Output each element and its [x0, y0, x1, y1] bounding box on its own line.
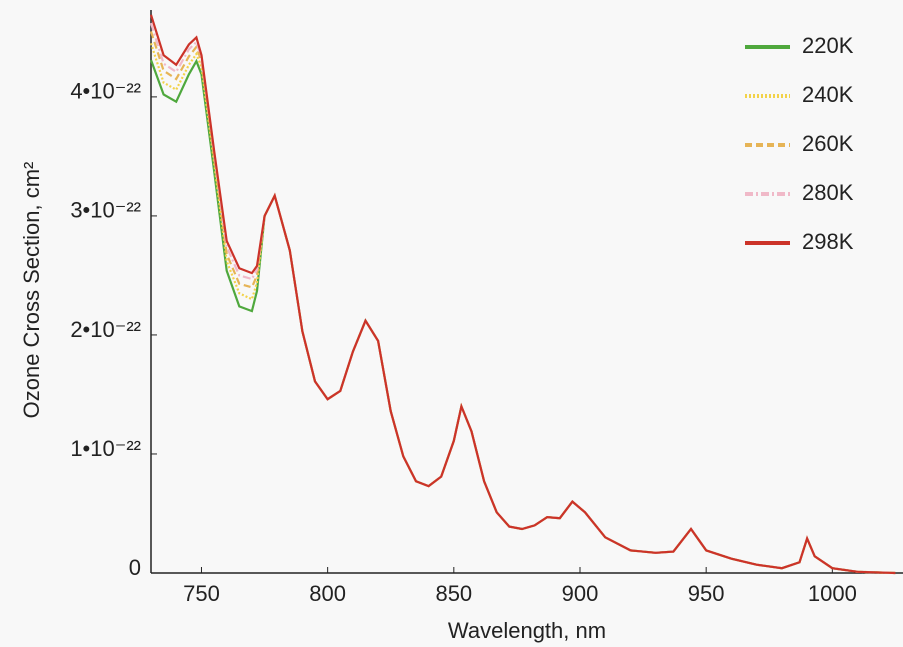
legend-label: 298K — [802, 229, 854, 254]
y-tick-label: 0 — [129, 555, 141, 580]
data-line — [149, 58, 896, 575]
data-line — [149, 14, 896, 575]
y-tick-label: 2•10⁻²² — [70, 317, 141, 342]
x-tick-label: 1000 — [808, 581, 857, 606]
legend-label: 240K — [802, 82, 854, 107]
legend-label: 220K — [802, 33, 854, 58]
legend-label: 280K — [802, 180, 854, 205]
data-line — [149, 31, 896, 575]
y-tick-label: 3•10⁻²² — [70, 198, 141, 223]
x-tick-label: 850 — [435, 581, 472, 606]
data-line — [149, 22, 896, 575]
x-axis-label: Wavelength, nm — [448, 618, 606, 643]
y-tick-label: 1•10⁻²² — [70, 436, 141, 461]
legend-label: 260K — [802, 131, 854, 156]
data-line — [149, 42, 896, 575]
y-axis-label: Ozone Cross Section, cm² — [19, 162, 44, 419]
y-tick-label: 4•10⁻²² — [70, 79, 141, 104]
x-tick-label: 900 — [562, 581, 599, 606]
x-tick-label: 750 — [183, 581, 220, 606]
x-tick-label: 950 — [688, 581, 725, 606]
x-tick-label: 800 — [309, 581, 346, 606]
